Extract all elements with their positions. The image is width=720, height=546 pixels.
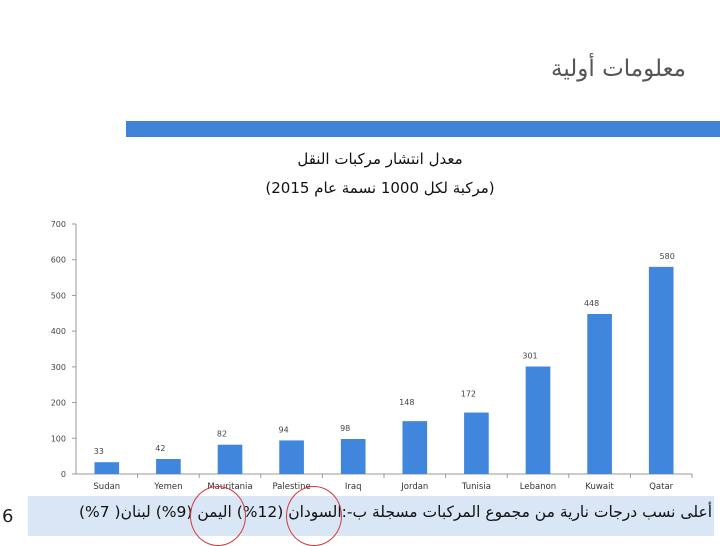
y-tick-label: 600 bbox=[51, 256, 66, 265]
data-label: 42 bbox=[155, 444, 165, 453]
bar bbox=[587, 314, 612, 474]
bar bbox=[464, 412, 489, 474]
chart-title: معدل انتشار مركبات النقل bbox=[297, 150, 463, 168]
slide-title: معلومات أولية bbox=[551, 56, 686, 82]
y-tick-label: 500 bbox=[51, 291, 66, 300]
title-accent-bar bbox=[126, 121, 720, 137]
x-tick-label: Palestine bbox=[272, 482, 310, 492]
footer-box bbox=[28, 496, 714, 536]
y-tick-label: 0 bbox=[61, 470, 66, 479]
x-tick-label: Lebanon bbox=[520, 482, 556, 492]
bar bbox=[279, 440, 304, 474]
x-tick-label: Kuwait bbox=[585, 482, 614, 492]
y-tick-label: 700 bbox=[51, 220, 66, 229]
data-label: 94 bbox=[279, 425, 289, 434]
data-label: 82 bbox=[217, 430, 227, 439]
page-number: 6 bbox=[2, 506, 14, 527]
y-tick-label: 400 bbox=[51, 327, 66, 336]
bar bbox=[94, 462, 120, 474]
footer-text: أعلى نسب درجات نارية من مجموع المركبات م… bbox=[78, 503, 712, 521]
data-label: 98 bbox=[340, 424, 350, 433]
bar bbox=[648, 266, 674, 474]
x-tick-label: Qatar bbox=[649, 482, 673, 492]
highlight-circle-yemen bbox=[190, 486, 246, 546]
data-label: 301 bbox=[522, 352, 537, 361]
data-label: 33 bbox=[94, 447, 104, 456]
y-tick-label: 100 bbox=[51, 434, 66, 443]
bar bbox=[525, 366, 551, 474]
data-label: 172 bbox=[461, 390, 476, 399]
bar bbox=[217, 444, 243, 474]
y-tick-label: 200 bbox=[51, 399, 66, 408]
x-tick-label: Tunisia bbox=[461, 482, 491, 492]
bar-chart: 0 100 200 300 400 500 600 700 33 Sudan 42 Yemen 82 Ma… bbox=[51, 220, 693, 492]
x-tick-label: Iraq bbox=[345, 482, 362, 492]
data-label: 148 bbox=[399, 398, 414, 407]
y-tick-label: 300 bbox=[51, 363, 66, 372]
x-tick-label: Jordan bbox=[400, 482, 428, 492]
x-tick-label: Sudan bbox=[93, 482, 120, 492]
chart-subtitle: (مركبة لكل 1000 نسمة عام 2015) bbox=[265, 179, 495, 197]
data-label: 448 bbox=[584, 299, 599, 308]
x-tick-label: Mauritania bbox=[207, 482, 252, 492]
x-tick-label: Yemen bbox=[153, 482, 182, 492]
data-label: 580 bbox=[660, 252, 675, 261]
highlight-circle-sudan bbox=[286, 486, 342, 546]
bar bbox=[156, 459, 181, 474]
bar bbox=[340, 439, 366, 474]
bar bbox=[402, 421, 428, 474]
